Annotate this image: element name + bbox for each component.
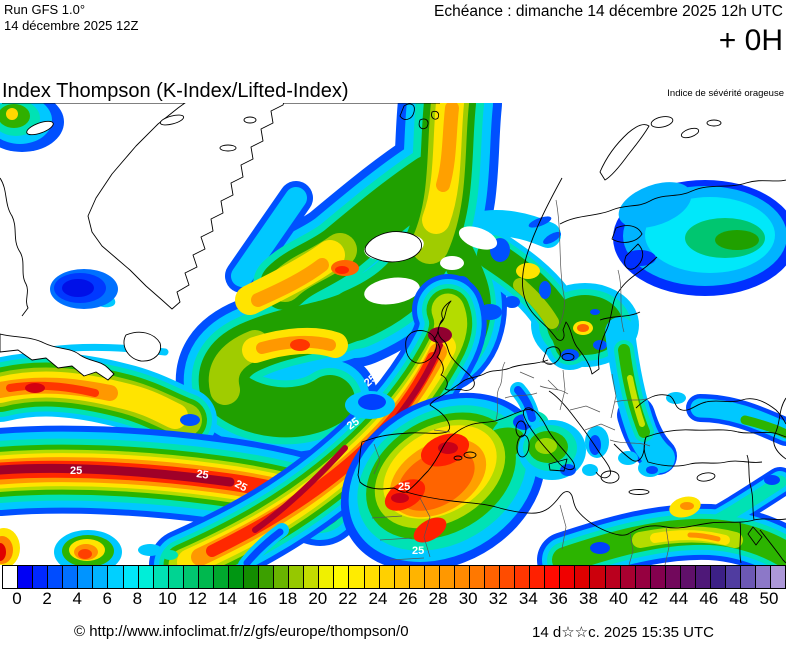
colorbar-labels: 0 2 4 6 8 10 12 14 16 18 20 22 24 26 28 30 32 34 36 38 40 42 4… xyxy=(0,589,786,611)
colorbar-tick-label: 42 xyxy=(639,589,659,608)
map-title: Index Thompson (K-Index/Lifted-Index) xyxy=(2,80,349,102)
map-subtitle: Indice de sévérité orageuse xyxy=(667,88,784,99)
colorbar-tick-label: 24 xyxy=(368,589,388,608)
colorbar-cell xyxy=(244,566,260,588)
colorbar-tick-label: 2 xyxy=(42,589,52,608)
colorbar-tick-label: 44 xyxy=(669,589,689,608)
colorbar-tick-label: 18 xyxy=(278,589,298,608)
colorbar-tick-label: 12 xyxy=(188,589,207,608)
colorbar-cell xyxy=(605,566,621,588)
colorbar-tick-label: 30 xyxy=(458,589,478,608)
contour-label: 25 xyxy=(345,416,362,433)
colorbar-tick-label: 0 xyxy=(12,589,22,608)
colorbar-tick-label: 8 xyxy=(132,589,143,608)
colorbar xyxy=(2,565,786,589)
contour-label: 25 xyxy=(70,465,82,477)
colorbar-cell xyxy=(123,566,139,588)
colorbar-cell xyxy=(560,566,576,588)
forecast-hour: + 0H xyxy=(718,24,783,57)
colorbar-tick-label: 46 xyxy=(699,589,719,608)
colorbar-tick-label: 38 xyxy=(579,589,598,608)
colorbar-cell xyxy=(409,566,425,588)
echeance-label: Echéance : dimanche 14 décembre 2025 12h… xyxy=(434,3,783,20)
contour-label: 25 xyxy=(233,478,249,494)
contour-labels: 25 25 25 25 25 25 25 xyxy=(70,372,424,557)
colorbar-tick-label: 20 xyxy=(308,589,328,608)
colorbar-tick-label: 48 xyxy=(729,589,749,608)
colorbar-cell xyxy=(183,566,199,588)
colorbar-tick-label: 10 xyxy=(157,589,177,608)
colorbar-cell xyxy=(48,566,64,588)
generation-timestamp: 14 d☆☆c. 2025 15:35 UTC xyxy=(532,624,714,641)
colorbar-cell xyxy=(289,566,305,588)
colorbar-cell xyxy=(198,566,214,588)
colorbar-tick-label: 14 xyxy=(218,589,238,608)
colorbar-cell xyxy=(424,566,440,588)
colorbar-cell xyxy=(771,566,786,588)
colorbar-cell xyxy=(680,566,696,588)
colorbar-cell xyxy=(469,566,485,588)
colorbar-cell xyxy=(756,566,772,588)
colorbar-cell xyxy=(665,566,681,588)
colorbar-tick-label: 36 xyxy=(548,589,568,608)
footer: © http://www.infoclimat.fr/z/gfs/europe/… xyxy=(0,623,786,641)
colorbar-cell xyxy=(63,566,79,588)
colorbar-cell xyxy=(710,566,726,588)
run-label: Run GFS 1.0° xyxy=(4,2,86,17)
colorbar-cell xyxy=(349,566,365,588)
colorbar-cell xyxy=(439,566,455,588)
colorbar-cell xyxy=(93,566,109,588)
contour-label: 25 xyxy=(412,545,424,557)
attribution-url: © http://www.infoclimat.fr/z/gfs/europe/… xyxy=(74,623,409,640)
colorbar-cell xyxy=(334,566,350,588)
weather-map: 25 25 25 25 25 25 25 xyxy=(0,51,786,601)
colorbar-cell xyxy=(153,566,169,588)
colorbar-cell xyxy=(500,566,516,588)
colorbar-cell xyxy=(741,566,757,588)
colorbar-tick-label: 4 xyxy=(72,589,82,608)
colorbar-cell xyxy=(635,566,651,588)
colorbar-cell xyxy=(364,566,380,588)
colorbar-cell xyxy=(228,566,244,588)
colorbar-tick-label: 28 xyxy=(428,589,448,608)
colorbar-cell xyxy=(650,566,666,588)
colorbar-cell xyxy=(545,566,561,588)
colorbar-cell xyxy=(379,566,395,588)
contour-label: 25 xyxy=(196,468,210,482)
colorbar-cell xyxy=(394,566,410,588)
colorbar-cell xyxy=(138,566,154,588)
colorbar-cell xyxy=(530,566,546,588)
colorbar-cell xyxy=(33,566,49,588)
colorbar-cell xyxy=(575,566,591,588)
colorbar-cell xyxy=(726,566,742,588)
colorbar-tick-label: 34 xyxy=(518,589,538,608)
colorbar-tick-label: 22 xyxy=(338,589,358,608)
colorbar-cell xyxy=(590,566,606,588)
colorbar-cell xyxy=(213,566,229,588)
colorbar-cell xyxy=(319,566,335,588)
colorbar-tick-label: 26 xyxy=(398,589,418,608)
colorbar-cell xyxy=(3,566,19,588)
colorbar-cell xyxy=(485,566,501,588)
colorbar-tick-label: 40 xyxy=(609,589,629,608)
colorbar-cell xyxy=(108,566,124,588)
colorbar-cell xyxy=(168,566,184,588)
colorbar-cell xyxy=(454,566,470,588)
colorbar-cell xyxy=(695,566,711,588)
colorbar-cell xyxy=(259,566,275,588)
colorbar-cell xyxy=(515,566,531,588)
colorbar-cell xyxy=(78,566,94,588)
colorbar-cell xyxy=(274,566,290,588)
run-info: Run GFS 1.0° 14 décembre 2025 12Z xyxy=(4,2,138,34)
colorbar-tick-label: 32 xyxy=(488,589,508,608)
colorbar-tick-label: 6 xyxy=(102,589,112,608)
colorbar-cell xyxy=(18,566,34,588)
colorbar-cell xyxy=(620,566,636,588)
contour-label: 25 xyxy=(398,481,410,493)
colorbar-tick-label: 16 xyxy=(248,589,268,608)
colorbar-tick-label: 50 xyxy=(759,589,779,608)
colorbar-cell xyxy=(304,566,320,588)
map-canvas: 25 25 25 25 25 25 25 xyxy=(0,51,786,601)
run-date: 14 décembre 2025 12Z xyxy=(4,18,139,33)
